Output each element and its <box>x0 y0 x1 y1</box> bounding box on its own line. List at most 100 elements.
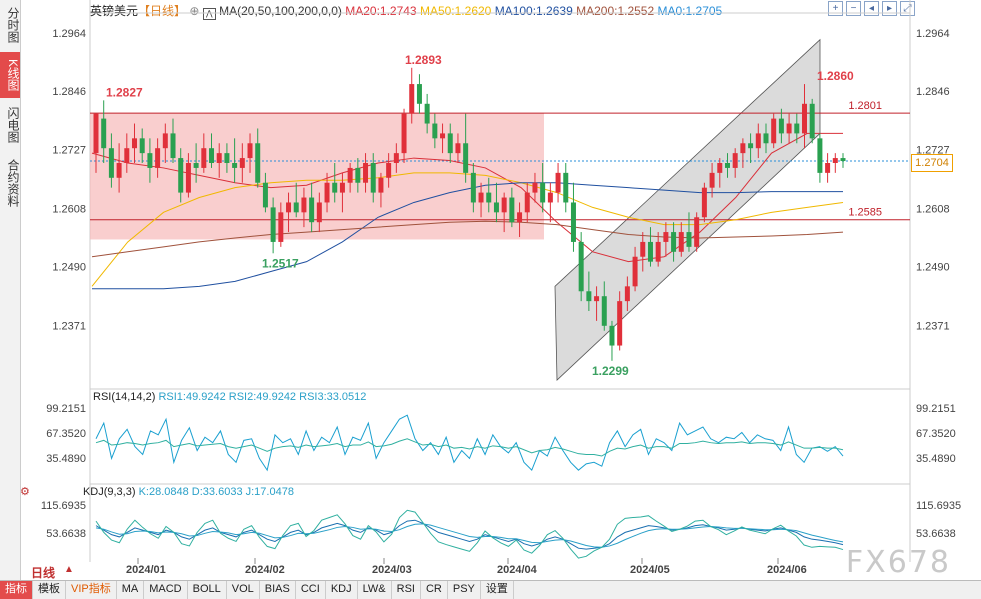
candle-body-43 <box>424 103 430 124</box>
tab-contract-info[interactable]: 合约资料 <box>6 159 20 207</box>
tab-timeshare[interactable]: 分时图 <box>6 7 20 43</box>
candle-body-71 <box>640 241 646 257</box>
candle-body-68 <box>617 301 623 346</box>
level-label-0: 1.2801 <box>848 100 882 112</box>
tab-cci[interactable]: CCI <box>296 581 326 599</box>
candle-body-3 <box>116 163 122 178</box>
candle-body-23 <box>270 207 276 242</box>
candle-body-92 <box>801 103 807 134</box>
candle-body-91 <box>794 123 800 134</box>
tab-cr[interactable]: CR <box>421 581 448 599</box>
zoom-in-icon[interactable]: + <box>828 1 843 16</box>
kdj-j-line <box>95 509 844 559</box>
tab-kdj[interactable]: KDJ <box>326 581 358 599</box>
ma100-value: MA100:1.2639 <box>494 4 573 18</box>
tab-psy[interactable]: PSY <box>448 581 481 599</box>
price-annotation-4: 1.2860 <box>817 69 854 83</box>
candle-body-81 <box>717 163 723 173</box>
candle-body-41 <box>409 84 415 114</box>
candle-body-31 <box>332 182 338 193</box>
zoom-out-icon[interactable]: − <box>846 1 861 16</box>
y-tick-left-1: 1.2846 <box>52 86 86 98</box>
candle-body-59 <box>547 192 553 203</box>
candle-body-55 <box>517 212 523 223</box>
scroll-right-icon[interactable]: ▸ <box>882 1 897 16</box>
rsi1-value: RSI1:49.9242 <box>158 391 226 403</box>
candle-body-18 <box>232 163 238 168</box>
y-tick-left-2: 1.2727 <box>52 145 86 157</box>
kdj-settings-icon[interactable]: ⚙ <box>20 486 30 498</box>
candle-body-47 <box>455 143 461 154</box>
tab-kline[interactable]: K线图 <box>0 52 20 98</box>
y-tick-left-5: 1.2371 <box>52 320 86 332</box>
tab-ma[interactable]: MA <box>117 581 145 599</box>
tab-settings[interactable]: 设置 <box>481 581 514 599</box>
d-value: D:33.6033 <box>191 486 243 498</box>
y-tick-right-3: 1.2608 <box>916 203 950 215</box>
candle-body-36 <box>370 163 376 193</box>
rsi-label: RSI(14,14,2) <box>93 391 156 403</box>
ma0-value: MA0:1.2705 <box>657 4 723 18</box>
candle-body-78 <box>694 217 700 247</box>
tab-flash[interactable]: 闪电图 <box>6 107 20 143</box>
ma200-line <box>91 220 844 258</box>
y-tick-right-2: 1.2727 <box>916 145 950 157</box>
candle-body-76 <box>678 232 684 252</box>
candle-body-25 <box>286 202 292 213</box>
candle-body-21 <box>255 143 261 183</box>
candle-body-27 <box>301 197 307 213</box>
candle-body-26 <box>293 202 299 213</box>
candle-body-45 <box>440 133 446 139</box>
candle-body-75 <box>671 232 677 252</box>
candle-body-58 <box>540 182 546 203</box>
candle-body-96 <box>832 158 838 163</box>
kdj-tick-left-0: 115.6935 <box>41 500 86 512</box>
period-select[interactable]: 日线 <box>31 566 56 580</box>
rsi-tick-right-1: 67.3520 <box>916 428 956 440</box>
tab-vol[interactable]: VOL <box>227 581 260 599</box>
candle-body-53 <box>501 197 507 213</box>
candle-body-5 <box>132 138 138 149</box>
candle-body-69 <box>624 286 630 302</box>
tab-rsi[interactable]: RSI <box>392 581 421 599</box>
period-label[interactable]: 【日线】 <box>138 4 187 18</box>
tab-indicator[interactable]: 指标 <box>0 581 33 599</box>
candle-body-77 <box>686 232 692 247</box>
kdj-tick-right-0: 115.6935 <box>916 500 961 512</box>
rsi-tick-left-2: 35.4890 <box>46 453 86 465</box>
price-annotation-2: 1.2517 <box>262 256 299 270</box>
period-dropdown-icon[interactable]: ▲ <box>64 564 74 575</box>
fullscreen-icon[interactable]: ⤢ <box>900 1 915 16</box>
rsi-tick-left-1: 67.3520 <box>46 428 86 440</box>
candle-body-83 <box>732 153 738 168</box>
tab-boll[interactable]: BOLL <box>188 581 227 599</box>
candle-body-15 <box>209 148 215 163</box>
ma20-value: MA20:1.2743 <box>345 4 417 18</box>
chart-header: 英镑美元【日线】 ⊕ ⋀ MA(20,50,100,200,0,0) MA20:… <box>90 2 722 20</box>
date-label-apr: 2024/04 <box>497 564 537 576</box>
ma-label: MA(20,50,100,200,0,0) <box>219 4 342 18</box>
kdj-label: KDJ(9,3,3) <box>82 486 136 498</box>
tab-vip-indicator[interactable]: VIP指标 <box>66 581 117 599</box>
settings-circle-icon[interactable]: ⊕ <box>189 4 200 18</box>
y-tick-left-3: 1.2608 <box>52 203 86 215</box>
candle-body-42 <box>416 84 422 104</box>
candle-body-50 <box>478 192 484 203</box>
candle-body-88 <box>771 118 777 144</box>
candle-body-64 <box>586 291 592 302</box>
candle-body-82 <box>724 163 730 168</box>
candle-body-17 <box>224 153 230 163</box>
tab-macd[interactable]: MACD <box>144 581 188 599</box>
candle-body-2 <box>108 148 114 178</box>
tab-lw[interactable]: LW& <box>358 581 392 599</box>
candle-body-28 <box>309 197 315 223</box>
tab-bias[interactable]: BIAS <box>260 581 296 599</box>
candle-body-79 <box>701 187 707 218</box>
ma100-line <box>92 182 843 290</box>
scroll-left-icon[interactable]: ◂ <box>864 1 879 16</box>
candle-body-49 <box>470 172 476 203</box>
candle-body-84 <box>740 143 746 154</box>
tab-template[interactable]: 模板 <box>33 581 66 599</box>
candle-body-97 <box>840 158 846 162</box>
